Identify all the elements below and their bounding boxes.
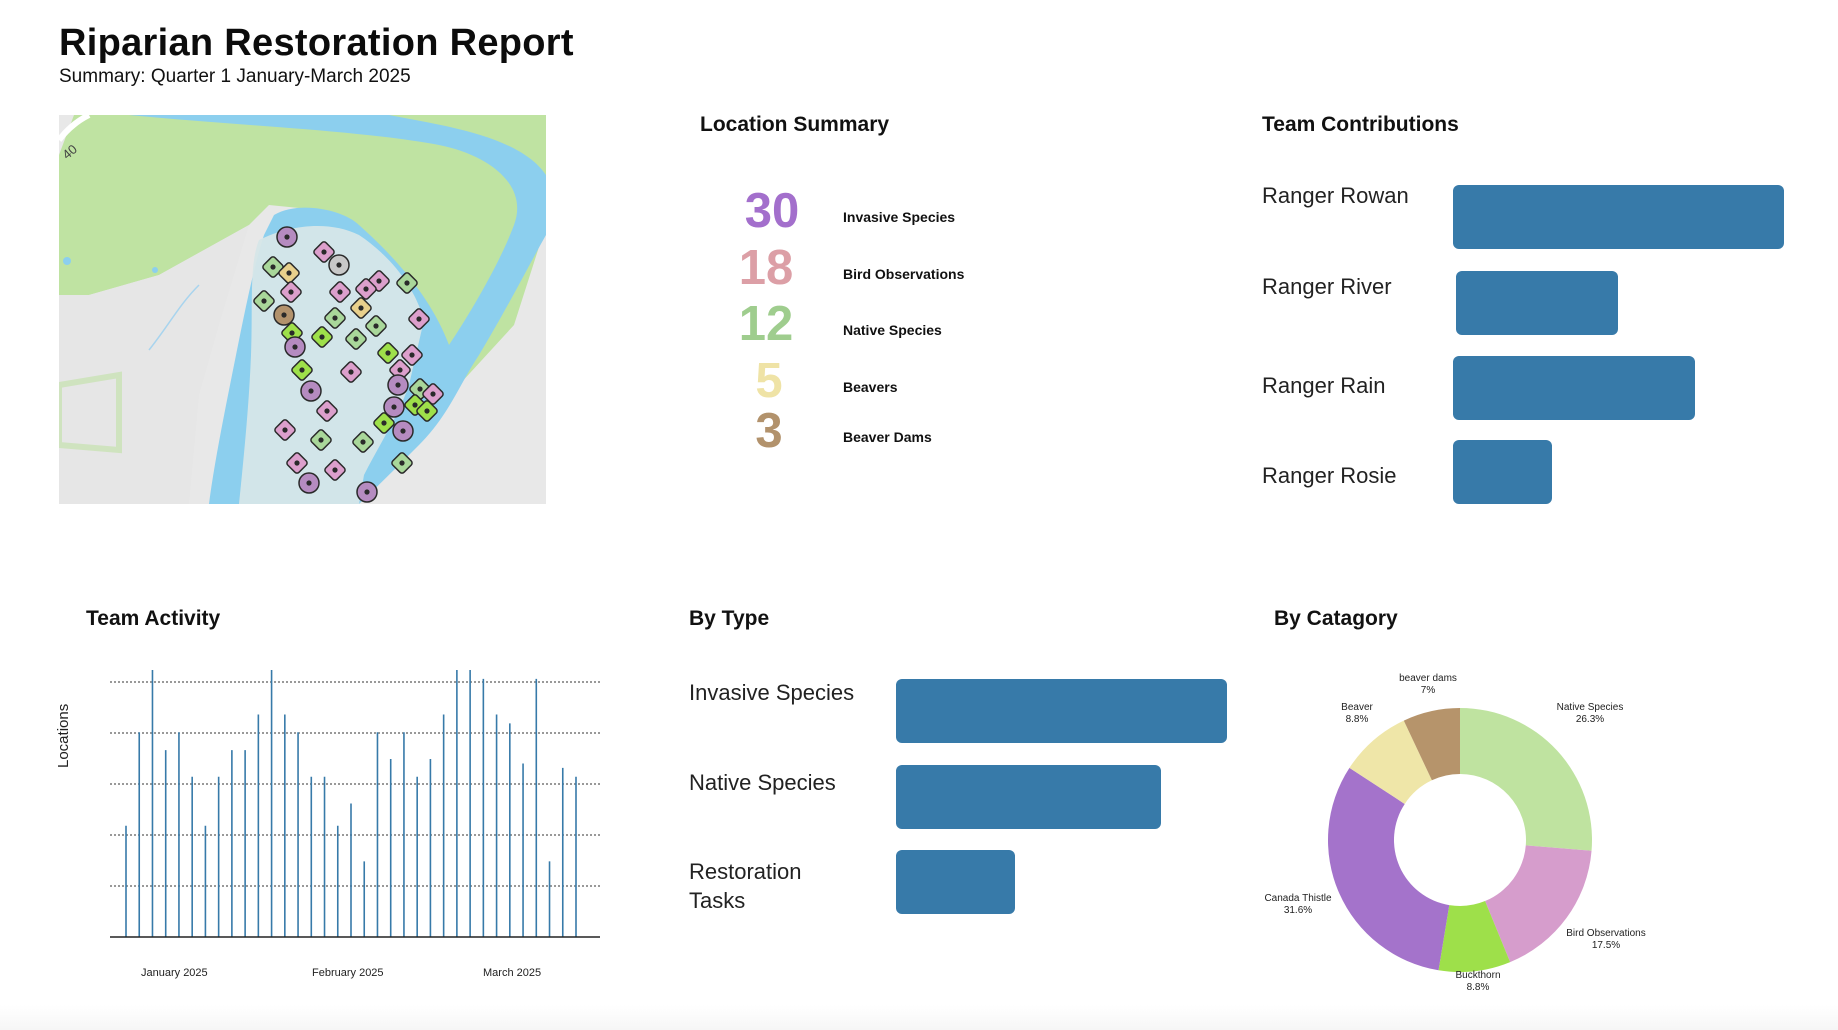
map-marker-glyph-icon — [360, 439, 366, 445]
map-marker-glyph-icon — [299, 367, 305, 373]
category-donut-chart — [1328, 708, 1592, 972]
locations-map[interactable]: 40 — [59, 115, 546, 504]
by-type-title: By Type — [689, 607, 770, 630]
pie-label-native-species: Native Species 26.3% — [1556, 702, 1624, 725]
map-marker-glyph-icon — [353, 336, 359, 342]
bird-observations-count: 18 — [738, 241, 794, 295]
beavers-label: Beavers — [843, 379, 898, 395]
invasive-species-label: Invasive Species — [843, 209, 956, 225]
ranger-rosie-label: Ranger Rosie — [1262, 463, 1397, 488]
bird-observations-label: Bird Observations — [843, 266, 965, 282]
type-native-bar[interactable] — [896, 765, 1161, 829]
map-marker-glyph-icon — [292, 344, 298, 350]
map-marker-glyph-icon — [332, 315, 338, 321]
map-marker-glyph-icon — [321, 249, 327, 255]
native-species-count: 12 — [738, 297, 794, 351]
map-marker-glyph-icon — [282, 427, 288, 433]
beavers-count: 5 — [755, 354, 783, 408]
map-marker-glyph-icon — [308, 388, 314, 394]
map-marker-glyph-icon — [364, 489, 370, 495]
map-marker-glyph-icon — [284, 234, 290, 240]
team-activity-ylabel: Locations — [55, 703, 72, 768]
pie-label-canada-thistle: Canada Thistle 31.6% — [1264, 893, 1332, 916]
x-tick-march: March 2025 — [483, 967, 542, 979]
team-activity-chart — [110, 670, 600, 938]
donut-slice-canada-thistle[interactable] — [1328, 767, 1450, 971]
map-marker-glyph-icon — [404, 280, 410, 286]
type-restoration-bar[interactable] — [896, 850, 1016, 914]
type-invasive-bar[interactable] — [896, 679, 1227, 743]
ranger-river-bar[interactable] — [1456, 271, 1619, 335]
x-tick-february: February 2025 — [312, 967, 384, 979]
map-marker-glyph-icon — [400, 428, 406, 434]
map-marker-glyph-icon — [324, 408, 330, 414]
ranger-rosie-bar[interactable] — [1453, 440, 1553, 504]
map-marker-glyph-icon — [306, 480, 312, 486]
report-subtitle: Summary: Quarter 1 January-March 2025 — [59, 66, 411, 87]
donut-slice-buckthorn[interactable] — [1438, 901, 1511, 972]
team-contributions-title: Team Contributions — [1262, 113, 1459, 136]
donut-slice-beaver[interactable] — [1349, 720, 1432, 804]
map-markers[interactable] — [253, 226, 445, 503]
map-marker-glyph-icon — [399, 460, 405, 466]
map-marker-glyph-icon — [358, 305, 364, 311]
x-tick-january: January 2025 — [141, 967, 208, 979]
pie-label-bird-observations: Bird Observations 17.5% — [1566, 928, 1646, 951]
invasive-species-count: 30 — [744, 184, 800, 238]
donut-slice-bird-observations[interactable] — [1485, 845, 1592, 963]
map-marker-glyph-icon — [332, 467, 338, 473]
map-marker-glyph-icon — [336, 262, 342, 268]
map-marker-glyph-icon — [286, 270, 292, 276]
ranger-river-label: Ranger River — [1262, 274, 1392, 299]
map-marker-glyph-icon — [288, 289, 294, 295]
pie-label-buckthorn: Buckthorn 8.8% — [1455, 970, 1501, 993]
beaver-dams-label: Beaver Dams — [843, 429, 932, 445]
native-species-label: Native Species — [843, 322, 942, 338]
map-marker-glyph-icon — [294, 460, 300, 466]
map-marker-glyph-icon — [289, 330, 295, 336]
map-marker-glyph-icon — [318, 437, 324, 443]
map-marker-glyph-icon — [430, 391, 436, 397]
map-marker-glyph-icon — [417, 386, 423, 392]
donut-slice-native-species[interactable] — [1460, 708, 1592, 851]
ranger-rain-bar[interactable] — [1453, 356, 1695, 420]
report-title: Riparian Restoration Report — [59, 22, 574, 64]
team-activity-title: Team Activity — [86, 607, 221, 630]
type-invasive-label: Invasive Species — [689, 680, 855, 705]
map-marker-glyph-icon — [397, 367, 403, 373]
pie-label-beaver: Beaver 8.8% — [1341, 702, 1373, 725]
beaver-dams-count: 3 — [755, 404, 783, 458]
map-marker-glyph-icon — [281, 312, 287, 318]
map-canvas[interactable]: 40 — [59, 115, 546, 504]
type-restoration-label: Restoration Tasks — [689, 859, 802, 913]
type-native-label: Native Species — [689, 770, 836, 795]
map-marker-glyph-icon — [409, 352, 415, 358]
map-marker-glyph-icon — [376, 278, 382, 284]
ranger-rain-label: Ranger Rain — [1262, 373, 1386, 398]
donut-slice-beaver-dams[interactable] — [1403, 708, 1460, 781]
map-marker-glyph-icon — [385, 350, 391, 356]
ranger-rowan-label: Ranger Rowan — [1262, 183, 1409, 208]
by-category-title: By Catagory — [1274, 607, 1398, 630]
pie-label-beaver-dams: beaver dams 7% — [1399, 673, 1457, 696]
map-marker-glyph-icon — [391, 404, 397, 410]
map-marker-glyph-icon — [412, 402, 418, 408]
map-marker-glyph-icon — [319, 334, 325, 340]
map-marker-glyph-icon — [348, 369, 354, 375]
page-footer-shade — [0, 1005, 1838, 1030]
ranger-rowan-bar[interactable] — [1453, 185, 1784, 249]
map-marker-glyph-icon — [424, 408, 430, 414]
map-marker-glyph-icon — [416, 316, 422, 322]
map-marker-glyph-icon — [261, 298, 267, 304]
map-marker-glyph-icon — [395, 382, 401, 388]
map-marker-glyph-icon — [373, 323, 379, 329]
map-marker-glyph-icon — [363, 286, 369, 292]
map-marker-glyph-icon — [270, 264, 276, 270]
location-summary-title: Location Summary — [700, 113, 890, 136]
map-marker-glyph-icon — [381, 420, 387, 426]
map-marker-glyph-icon — [337, 289, 343, 295]
